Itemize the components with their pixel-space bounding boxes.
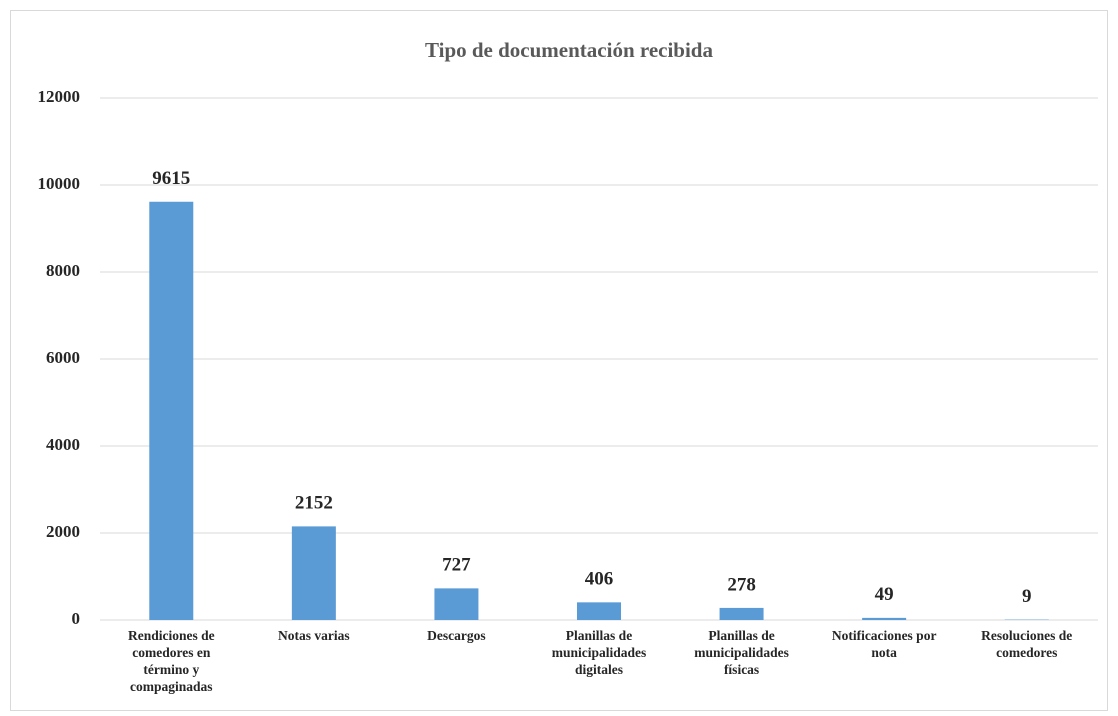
y-tick-label: 10000 [38, 174, 81, 193]
data-label: 406 [585, 569, 614, 590]
data-label: 278 [727, 574, 756, 595]
chart-title: Tipo de documentación recibida [425, 38, 714, 62]
data-label: 49 [875, 584, 894, 605]
x-tick-label: Descargos [427, 628, 485, 643]
bar [434, 588, 478, 620]
data-label: 727 [442, 555, 471, 576]
bar [149, 202, 193, 620]
y-tick-label: 0 [72, 609, 81, 628]
data-label: 9 [1022, 586, 1032, 607]
bar [292, 526, 336, 620]
y-tick-label: 4000 [46, 435, 80, 454]
data-label: 9615 [152, 168, 190, 189]
y-tick-label: 8000 [46, 261, 80, 280]
bar [577, 602, 621, 620]
data-label: 2152 [295, 493, 333, 514]
y-tick-label: 2000 [46, 522, 80, 541]
bar [862, 618, 906, 620]
y-tick-label: 6000 [46, 348, 80, 367]
y-tick-label: 12000 [38, 87, 81, 106]
x-tick-label: Notas varias [278, 628, 350, 643]
bar [720, 608, 764, 620]
